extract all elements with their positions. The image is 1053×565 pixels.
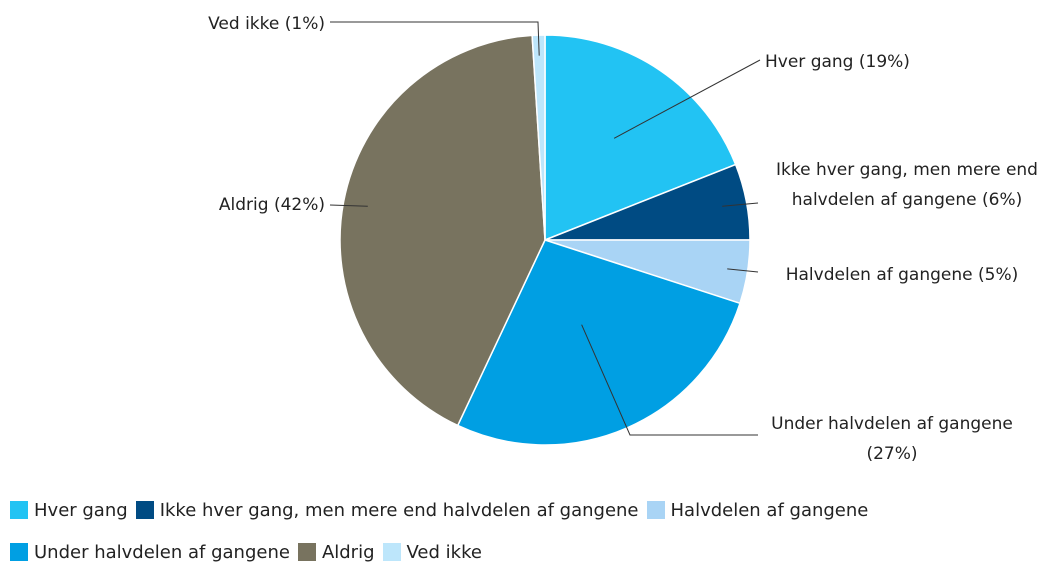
leader-line: [330, 21, 540, 56]
legend-item: Ved ikke: [382, 537, 482, 565]
data-label: Under halvdelen af gangene (27%): [771, 414, 1013, 464]
legend-label: Halvdelen af gangene: [670, 499, 869, 521]
legend-swatch: [10, 543, 28, 561]
pie-slice: [456, 239, 741, 446]
pie-slice: [339, 34, 546, 427]
legend-item: Ikke hver gang, men mere end halvdelen a…: [135, 495, 639, 525]
pie-slice: [544, 34, 737, 242]
legend-swatch: [297, 543, 316, 561]
leader-line: [727, 268, 759, 273]
data-label: Ikke hver gang, men mere end halvdelen a…: [776, 160, 1038, 210]
data-label: Ved ikke (1%): [208, 14, 325, 34]
legend-label: Under halvdelen af gangene: [34, 541, 290, 563]
data-label: Hver gang (19%): [765, 52, 910, 72]
legend-label: Aldrig: [321, 541, 375, 563]
legend-label: Hver gang: [34, 499, 128, 521]
legend-item: Hver gang: [10, 495, 128, 525]
legend-swatch: [10, 501, 28, 519]
legend-item: Halvdelen af gangene: [646, 495, 869, 525]
data-label: Aldrig (42%): [218, 195, 325, 215]
data-label: Halvdelen af gangene (5%): [785, 265, 1019, 285]
legend-swatch: [382, 543, 401, 561]
legend-label: Ved ikke: [406, 541, 482, 563]
legend-item: Aldrig: [297, 537, 375, 565]
legend-item: Under halvdelen af gangene: [10, 537, 290, 565]
leader-line: [581, 324, 758, 436]
legend-label: Ikke hver gang, men mere end halvdelen a…: [159, 499, 639, 521]
legend-swatch: [135, 501, 154, 519]
legend: Hver gang Ikke hver gang, men mere end ha…: [10, 495, 1010, 565]
leader-line: [329, 204, 368, 207]
leader-line: [613, 59, 761, 139]
leader-line: [722, 202, 759, 207]
legend-swatch: [646, 501, 665, 519]
